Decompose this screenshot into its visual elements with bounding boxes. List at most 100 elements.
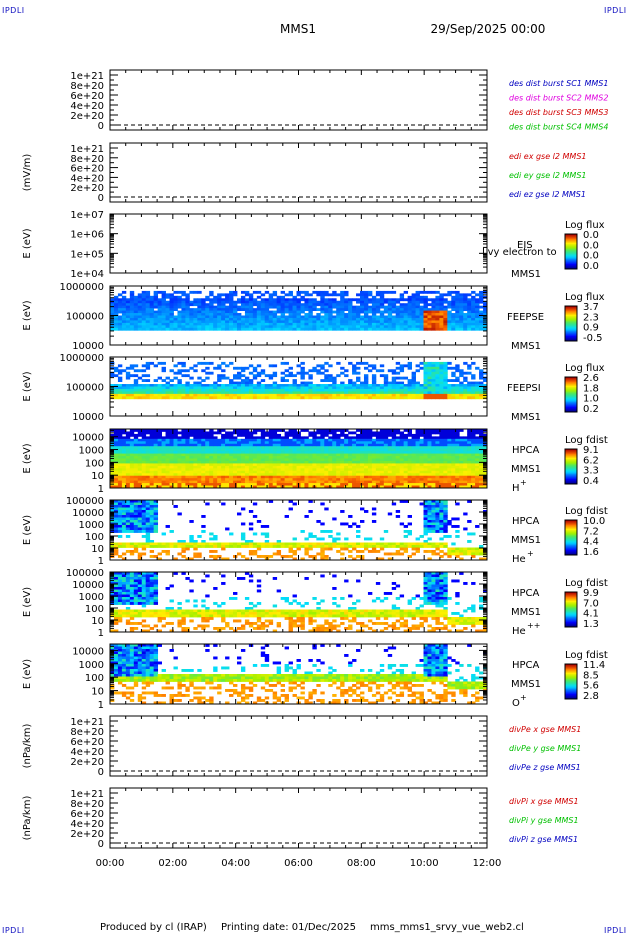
spectrogram-cell (281, 323, 285, 326)
spectrogram-cell (400, 367, 404, 370)
spectrogram-cell (304, 372, 308, 375)
spectrogram-cell (221, 387, 225, 390)
spectrogram-cell (154, 325, 158, 328)
spectrogram-cell (221, 481, 225, 484)
spectrogram-cell (320, 468, 324, 471)
spectrogram-cell (424, 451, 428, 454)
spectrogram-cell (439, 316, 443, 319)
spectrogram-cell (420, 313, 424, 316)
spectrogram-cell (261, 323, 265, 326)
spectrogram-cell (388, 316, 392, 319)
spectrogram-cell (344, 369, 348, 372)
spectrogram-cell (273, 303, 277, 306)
spectrogram-cell (443, 323, 447, 326)
spectrogram-cell (416, 328, 420, 331)
spectrogram-cell (316, 483, 320, 486)
spectrogram-cell (173, 481, 177, 484)
spectrogram-cell (205, 456, 209, 459)
spectrogram-cell (463, 451, 467, 454)
spectrogram-cell (463, 313, 467, 316)
spectrogram-cell (400, 325, 404, 328)
spectrogram-cell (447, 291, 451, 294)
spectrogram-cell (368, 396, 372, 399)
spectrogram-cell (416, 293, 420, 296)
spectrogram-cell (114, 441, 118, 444)
spectrogram-cell (209, 389, 213, 392)
spectrogram-cell (475, 318, 479, 321)
spectrogram-cell (225, 436, 229, 439)
spectrogram-cell (328, 439, 332, 442)
spectrogram-cell (134, 394, 138, 397)
spectrogram-cell (376, 478, 380, 481)
spectrogram-cell (396, 396, 400, 399)
spectrogram-cell (344, 446, 348, 449)
spectrogram-cell (304, 325, 308, 328)
spectrogram-cell (324, 384, 328, 387)
spectrogram-cell (376, 466, 380, 469)
spectrogram-cell (150, 459, 154, 462)
spectrogram-cell (289, 473, 293, 476)
spectrogram-cell (308, 439, 312, 442)
spectrogram-cell (348, 306, 352, 309)
spectrogram-cell (241, 476, 245, 479)
spectrogram-cell (205, 483, 209, 486)
spectrogram-cell (209, 441, 213, 444)
spectrogram-cell (336, 471, 340, 474)
spectrogram-cell (404, 291, 408, 294)
spectrogram-cell (118, 473, 122, 476)
spectrogram-cell (245, 441, 249, 444)
spectrogram-cell (173, 439, 177, 442)
spectrogram-cell (237, 320, 241, 323)
spectrogram-cell (197, 362, 201, 365)
spectrogram-cell (308, 454, 312, 457)
spectrogram-cell (217, 384, 221, 387)
spectrogram-cell (162, 362, 166, 365)
spectrogram-cell (201, 431, 205, 434)
spectrogram-cell (158, 473, 162, 476)
spectrogram-cell (289, 478, 293, 481)
spectrogram-cell (269, 394, 273, 397)
spectrogram-cell (233, 316, 237, 319)
spectrogram-cell (162, 301, 166, 304)
spectrogram-cell (332, 384, 336, 387)
spectrogram-cell (150, 325, 154, 328)
spectrogram-cell (372, 478, 376, 481)
spectrogram-cell (225, 293, 229, 296)
spectrogram-cell (122, 441, 126, 444)
spectrogram-cell (328, 459, 332, 462)
spectrogram-cell (451, 461, 455, 464)
spectrogram-cell (404, 456, 408, 459)
spectrogram-cell (237, 301, 241, 304)
spectrogram-cell (177, 362, 181, 365)
spectrogram-cell (221, 476, 225, 479)
spectrogram-cell (304, 476, 308, 479)
spectrogram-cell (177, 291, 181, 294)
spectrogram-cell (138, 311, 142, 314)
spectrogram-cell (455, 439, 459, 442)
spectrogram-cell (435, 311, 439, 314)
spectrogram-cell (479, 293, 483, 296)
spectrogram-cell (281, 436, 285, 439)
spectrogram-cell (392, 481, 396, 484)
spectrogram-cell (181, 325, 185, 328)
spectrogram-cell (435, 471, 439, 474)
spectrogram-cell (447, 468, 451, 471)
spectrogram-cell (384, 318, 388, 321)
spectrogram-cell (352, 364, 356, 367)
spectrogram-cell (201, 459, 205, 462)
spectrogram-cell (189, 466, 193, 469)
spectrogram-cell (130, 306, 134, 309)
spectrogram-cell (412, 463, 416, 466)
spectrogram-cell (138, 461, 142, 464)
spectrogram-cell (253, 394, 257, 397)
spectrogram-cell (463, 325, 467, 328)
spectrogram-cell (451, 478, 455, 481)
spectrogram-cell (126, 449, 130, 452)
spectrogram-cell (424, 377, 428, 380)
spectrogram-cell (431, 451, 435, 454)
spectrogram-cell (416, 318, 420, 321)
spectrogram-cell (336, 391, 340, 394)
spectrogram-cell (364, 473, 368, 476)
spectrogram-cell (332, 379, 336, 382)
spectrogram-cell (261, 320, 265, 323)
